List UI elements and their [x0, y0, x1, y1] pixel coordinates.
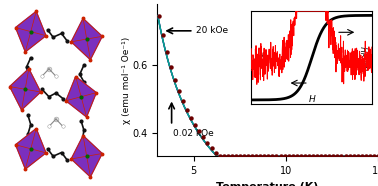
Polygon shape — [15, 129, 46, 169]
Polygon shape — [66, 76, 96, 117]
Text: 20 kOe: 20 kOe — [195, 26, 228, 35]
Polygon shape — [71, 18, 102, 60]
Text: H: H — [308, 95, 315, 104]
Polygon shape — [71, 136, 102, 177]
Text: dM/dH: dM/dH — [361, 45, 370, 70]
Polygon shape — [10, 69, 41, 110]
Text: M: M — [259, 51, 266, 60]
Text: 0.02 kOe: 0.02 kOe — [174, 129, 214, 138]
Polygon shape — [15, 11, 46, 52]
Y-axis label: χ (emu mol⁻¹ Oe⁻¹): χ (emu mol⁻¹ Oe⁻¹) — [121, 36, 130, 124]
X-axis label: Temperature (K): Temperature (K) — [216, 182, 319, 186]
